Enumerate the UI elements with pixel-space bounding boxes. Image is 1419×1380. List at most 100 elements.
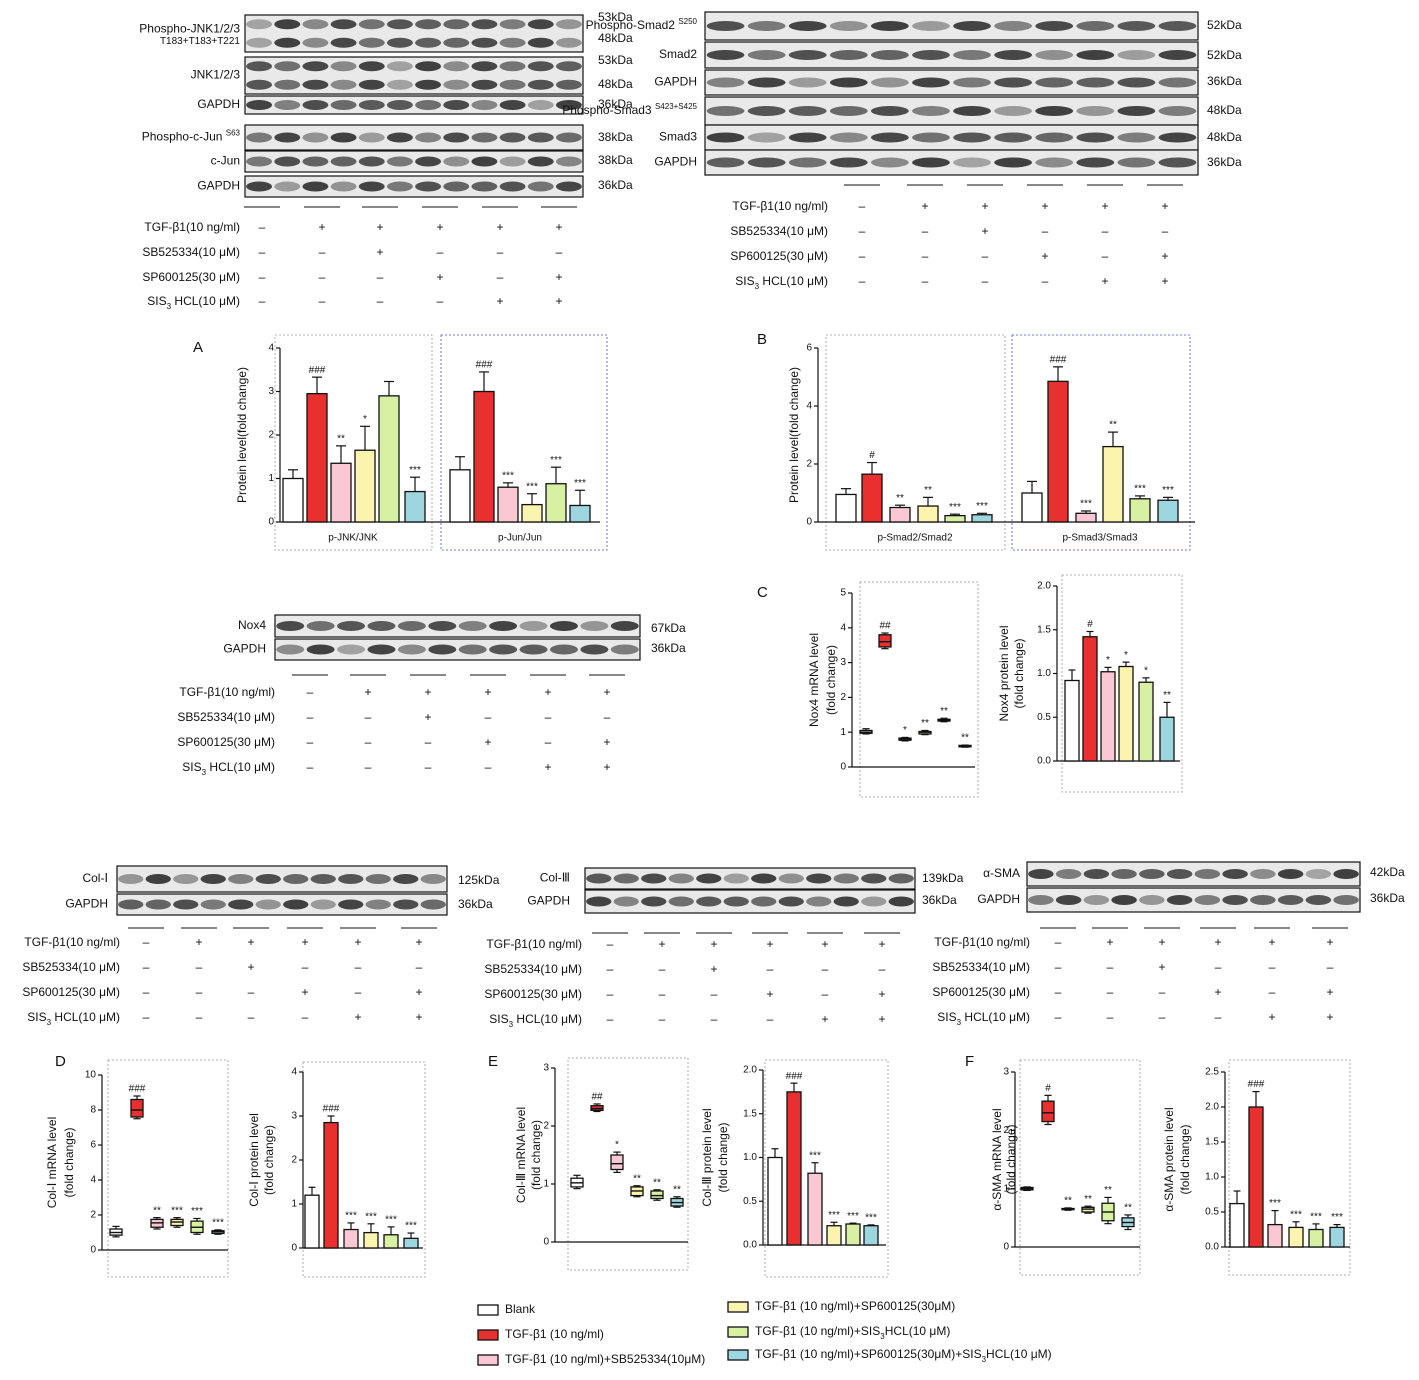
treatment-sign: + xyxy=(981,199,988,213)
panel-letter: A xyxy=(193,339,203,356)
treatment-sign: – xyxy=(1327,960,1334,974)
blot-band xyxy=(499,79,526,90)
blot-band xyxy=(338,899,364,910)
y-tick-label: 1 xyxy=(268,473,274,484)
row-label-main: Phospho-c-Jun xyxy=(142,130,226,144)
significance: ** xyxy=(1163,690,1171,701)
y-tick-label: 3 xyxy=(268,386,274,397)
blot-band xyxy=(471,61,498,72)
treatment-sign: + xyxy=(921,199,928,213)
significance: * xyxy=(615,1140,619,1151)
blot-band xyxy=(1158,77,1197,88)
treatment-sign: – xyxy=(711,1012,718,1026)
kda-label: 36kDa xyxy=(1207,155,1242,169)
blot-band xyxy=(696,873,722,884)
y-tick-label: 2.0 xyxy=(743,1065,757,1076)
significance: * xyxy=(1124,650,1128,661)
y-tick-label: 3 xyxy=(840,657,846,668)
treatment-label: SP600125(30 μM) xyxy=(22,985,120,999)
treatment-sign: – xyxy=(607,987,614,1001)
blot-band xyxy=(613,896,639,907)
blot-band xyxy=(428,644,457,655)
blot-band xyxy=(443,181,470,192)
treatment-sign: + xyxy=(878,987,885,1001)
blot-band xyxy=(829,132,868,143)
y-tick-label: 0.0 xyxy=(743,1240,757,1251)
kda-label: 52kDa xyxy=(1207,18,1242,32)
group-label: p-Smad3/Smad3 xyxy=(1062,533,1137,544)
treatment-sign: – xyxy=(259,220,266,234)
treatment-sign: – xyxy=(196,960,203,974)
blot-band xyxy=(1076,50,1115,60)
legend-label: TGF-β1 (10 ng/ml)+SP600125(30μM) xyxy=(755,1299,955,1313)
significance: ** xyxy=(896,493,904,504)
blot-band xyxy=(415,37,442,48)
blot-band xyxy=(393,874,419,884)
significance: *** xyxy=(171,1205,183,1216)
row-label-sup: S250 xyxy=(678,17,697,26)
blot-band xyxy=(499,19,526,30)
y-tick-label: 0 xyxy=(90,1245,96,1256)
row-label: Col-Ⅰ xyxy=(82,871,108,885)
y-tick-label: 4 xyxy=(840,622,846,633)
row-label: GAPDH xyxy=(197,97,240,111)
significance: ### xyxy=(1248,1079,1265,1090)
treatment-sign: + xyxy=(247,935,254,949)
treatment-sign: – xyxy=(1107,1010,1114,1024)
blot-band xyxy=(1222,895,1248,905)
significance: ### xyxy=(1050,354,1067,365)
blot-band xyxy=(1277,869,1304,879)
blot-band xyxy=(953,21,991,31)
significance: ** xyxy=(673,1184,681,1195)
legend-label-main: TGF-β1 (10 ng/ml)+SIS xyxy=(755,1324,880,1338)
treatment-sign: – xyxy=(1269,960,1276,974)
kda-label: 38kDa xyxy=(598,130,633,144)
significance: *** xyxy=(1331,1212,1343,1223)
blot-band xyxy=(358,37,385,48)
blot-band xyxy=(246,79,273,90)
blot-strip xyxy=(244,95,584,115)
bar xyxy=(1082,636,1098,762)
treatment-sign: – xyxy=(982,274,989,288)
treatment-sign: + xyxy=(1161,249,1168,263)
treatment-label: SP600125(30 μM) xyxy=(730,249,828,263)
kda-label: 36kDa xyxy=(458,897,493,911)
treatment-sign: + xyxy=(544,760,551,774)
treatment-label-sub: 3 xyxy=(202,768,207,777)
treatment-label: TGF-β1(10 ng/ml) xyxy=(732,199,828,213)
significance: ## xyxy=(879,621,891,632)
dashed-frame xyxy=(440,334,608,551)
significance: *** xyxy=(1080,499,1092,510)
treatment-sign: + xyxy=(1214,985,1221,999)
blot-band xyxy=(829,21,868,31)
blot-band xyxy=(953,157,991,168)
treatment-sign: – xyxy=(1042,274,1049,288)
blot-band xyxy=(994,157,1033,168)
blot-band xyxy=(806,896,832,907)
significance: ** xyxy=(1124,1203,1132,1214)
blot-band xyxy=(1166,869,1193,879)
blot-band xyxy=(1305,869,1332,879)
bar xyxy=(363,1231,379,1249)
blot-strip xyxy=(244,175,584,198)
treatment-sign: – xyxy=(1159,1010,1166,1024)
blot-band xyxy=(499,132,526,143)
significance: * xyxy=(903,725,907,736)
blot-band xyxy=(861,873,887,884)
treatment-sign: + xyxy=(1101,199,1108,213)
bar xyxy=(497,486,519,523)
box xyxy=(878,634,892,648)
treatment-sign: + xyxy=(415,1010,422,1024)
treatment-sign: – xyxy=(1269,985,1276,999)
treatment-sign: – xyxy=(1055,935,1062,949)
blot-band xyxy=(173,874,199,884)
row-label-sup: S423+S425 xyxy=(655,102,698,111)
blot-strip xyxy=(244,150,584,173)
treatment-sign: + xyxy=(555,270,562,284)
blot-band xyxy=(788,157,827,168)
treatment-label: TGF-β1(10 ng/ml) xyxy=(144,220,240,234)
blot-band xyxy=(1035,157,1074,168)
bar xyxy=(282,477,304,523)
blot-band xyxy=(1277,895,1304,905)
blot-band xyxy=(428,621,457,631)
